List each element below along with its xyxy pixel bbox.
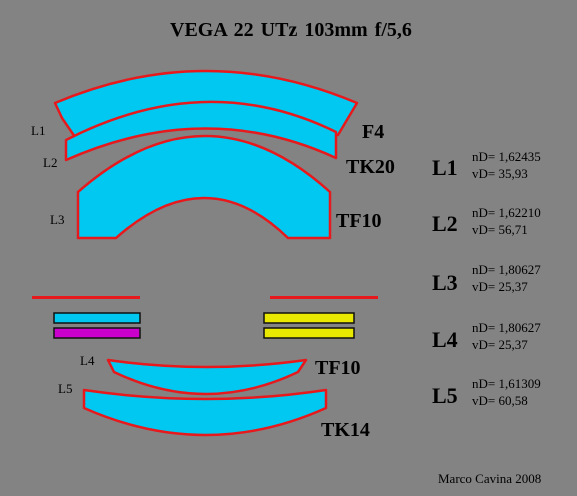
filter-yellow-lower <box>263 327 355 339</box>
spec-vd-l4: vD= 25,37 <box>472 337 528 352</box>
lens-element-l2 <box>64 100 338 162</box>
lens-element-l3 <box>76 134 332 240</box>
diaphragm-left <box>32 296 140 299</box>
spec-name-l4: L4 <box>432 327 458 352</box>
glass-label-tf10-l4: TF10 <box>315 357 361 379</box>
spec-nd-l1: nD= 1,62435 <box>472 149 541 164</box>
element-label-l3: L3 <box>50 212 65 227</box>
glass-label-tf10-l3: TF10 <box>336 210 382 232</box>
spec-name-l3: L3 <box>432 270 458 295</box>
filter-magenta <box>53 327 141 339</box>
spec-nd-l4: nD= 1,80627 <box>472 320 541 335</box>
spec-nd-l3: nD= 1,80627 <box>472 262 541 277</box>
spec-name-l5: L5 <box>432 383 458 408</box>
glass-label-tk20: TK20 <box>346 156 395 178</box>
spec-vd-l3: vD= 25,37 <box>472 279 528 294</box>
page-title: VEGA 22 UTz 103mm f/5,6 <box>170 19 412 41</box>
element-label-l2: L2 <box>43 155 58 170</box>
spec-nd-l5: nD= 1,61309 <box>472 376 541 391</box>
spec-vd-l5: vD= 60,58 <box>472 393 528 408</box>
filter-yellow-upper <box>263 312 355 324</box>
element-label-l4: L4 <box>80 353 95 368</box>
lens-element-l4 <box>106 358 308 396</box>
spec-nd-l2: nD= 1,62210 <box>472 205 541 220</box>
glass-label-f4: F4 <box>362 121 385 143</box>
element-label-l5: L5 <box>58 381 73 396</box>
filter-cyan <box>53 312 141 324</box>
element-label-l1: L1 <box>31 123 46 138</box>
lens-element-l5 <box>82 388 328 437</box>
spec-name-l2: L2 <box>432 211 458 236</box>
spec-name-l1: L1 <box>432 155 458 180</box>
diaphragm-right <box>270 296 378 299</box>
spec-vd-l1: vD= 35,93 <box>472 166 528 181</box>
glass-label-tk14: TK14 <box>321 419 370 441</box>
author-credit: Marco Cavina 2008 <box>438 471 542 486</box>
spec-vd-l2: vD= 56,71 <box>472 222 528 237</box>
